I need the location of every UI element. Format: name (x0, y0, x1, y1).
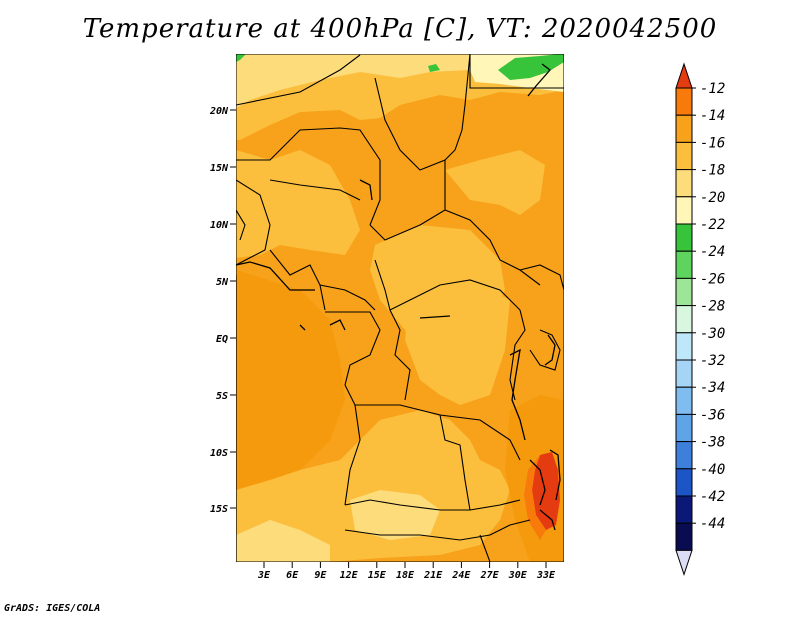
temp-band-20-18-north (236, 54, 470, 108)
lat-tick-label: EQ (216, 334, 228, 345)
temp-band-14-12-se-edge (524, 455, 546, 540)
temp-band-18-16-west (236, 150, 360, 258)
temp-band-18-16-south (236, 410, 510, 562)
lat-tick-label: 10S (210, 448, 228, 459)
colorbar-label: -18 (700, 163, 725, 179)
colorbar-bottom-arrow (675, 549, 693, 576)
colorbar-swatch (675, 413, 693, 443)
lon-tick-label: 6E (286, 570, 299, 581)
colorbar-swatch (675, 386, 693, 415)
colorbar-label: -38 (700, 435, 725, 451)
colorbar-label: -40 (700, 462, 725, 478)
colorbar-label: -12 (700, 81, 725, 97)
lat-tick-label: 15S (210, 504, 228, 515)
colorbar-swatch (675, 359, 693, 388)
colorbar-label: -44 (700, 516, 725, 532)
colorbar-label: -32 (700, 353, 725, 369)
lon-tick-label: 33E (536, 570, 556, 581)
lon-tick-label: 15E (368, 570, 387, 581)
lat-tick-label: 5S (216, 391, 228, 402)
temp-band-24-22-top (428, 64, 440, 72)
colorbar-swatch (675, 250, 693, 279)
colorbar-label: -42 (700, 489, 725, 505)
temp-band-24-22-nw (236, 54, 246, 62)
latitude-axis: 20N 15N 10N 5N EQ 5S 10S 15S (209, 106, 236, 515)
temp-band-20-18-south (350, 490, 440, 540)
lon-tick-label: 18E (396, 570, 415, 581)
lat-tick-label: 20N (209, 106, 229, 117)
longitude-axis: 3E 6E 9E 12E 15E 18E 21E 24E 27E 30E 33E (257, 562, 556, 581)
colorbar-label: -22 (700, 217, 725, 233)
lat-tick-label: 15N (210, 163, 229, 174)
colorbar-label: -30 (700, 326, 725, 342)
colorbar-swatch (675, 495, 693, 524)
lon-tick-label: 3E (257, 570, 271, 581)
lon-tick-label: 21E (423, 570, 443, 581)
colorbar: -12 -14 -16 -18 -20 -22 -24 -26 -28 -30 -32 -34 -36 -… (675, 62, 725, 576)
lon-tick-label: 30E (508, 570, 528, 581)
colorbar-swatch (675, 522, 693, 551)
lon-tick-label: 9E (314, 570, 327, 581)
colorbar-swatch (675, 332, 693, 361)
colorbar-top-arrow (675, 62, 693, 89)
colorbar-label: -26 (700, 271, 725, 287)
colorbar-swatch (675, 277, 693, 307)
temp-band-24-22-ne (498, 54, 564, 80)
colorbar-swatch (675, 114, 693, 143)
map-plot-area (236, 54, 564, 562)
lat-tick-label: 5N (216, 277, 229, 288)
colorbar-swatch (675, 87, 693, 116)
colorbar-swatch (675, 305, 693, 334)
lat-tick-label: 10N (210, 220, 229, 231)
lon-tick-label: 27E (480, 570, 500, 581)
temp-band-18-16-congo (405, 280, 510, 405)
credit-label: GrADS: IGES/COLA (4, 603, 101, 614)
colorbar-swatch (675, 169, 693, 198)
colorbar-label: -14 (700, 108, 725, 124)
map-title: Temperature at 400hPa [C], VT: 202004250… (82, 14, 718, 44)
colorbar-label: -16 (700, 135, 725, 151)
lon-tick-label: 12E (340, 570, 359, 581)
colorbar-swatch (675, 223, 693, 252)
colorbar-swatch (675, 441, 693, 470)
colorbar-label: -20 (700, 190, 725, 206)
temp-band-14-12-se (532, 452, 560, 530)
temp-band-20-18-sw (236, 520, 330, 562)
coastlines (236, 63, 561, 562)
colorbar-swatch (675, 196, 693, 225)
country-borders (236, 54, 564, 562)
temp-band-16-14-coast (236, 270, 345, 490)
colorbar-label: -24 (700, 244, 725, 260)
colorbar-swatch (675, 141, 693, 171)
lon-tick-label: 24E (451, 570, 471, 581)
colorbar-swatch (675, 468, 693, 497)
colorbar-label: -34 (700, 380, 725, 396)
colorbar-label: -36 (700, 407, 725, 423)
colorbar-label: -28 (700, 299, 725, 315)
temp-band-18-16-east (445, 150, 545, 215)
